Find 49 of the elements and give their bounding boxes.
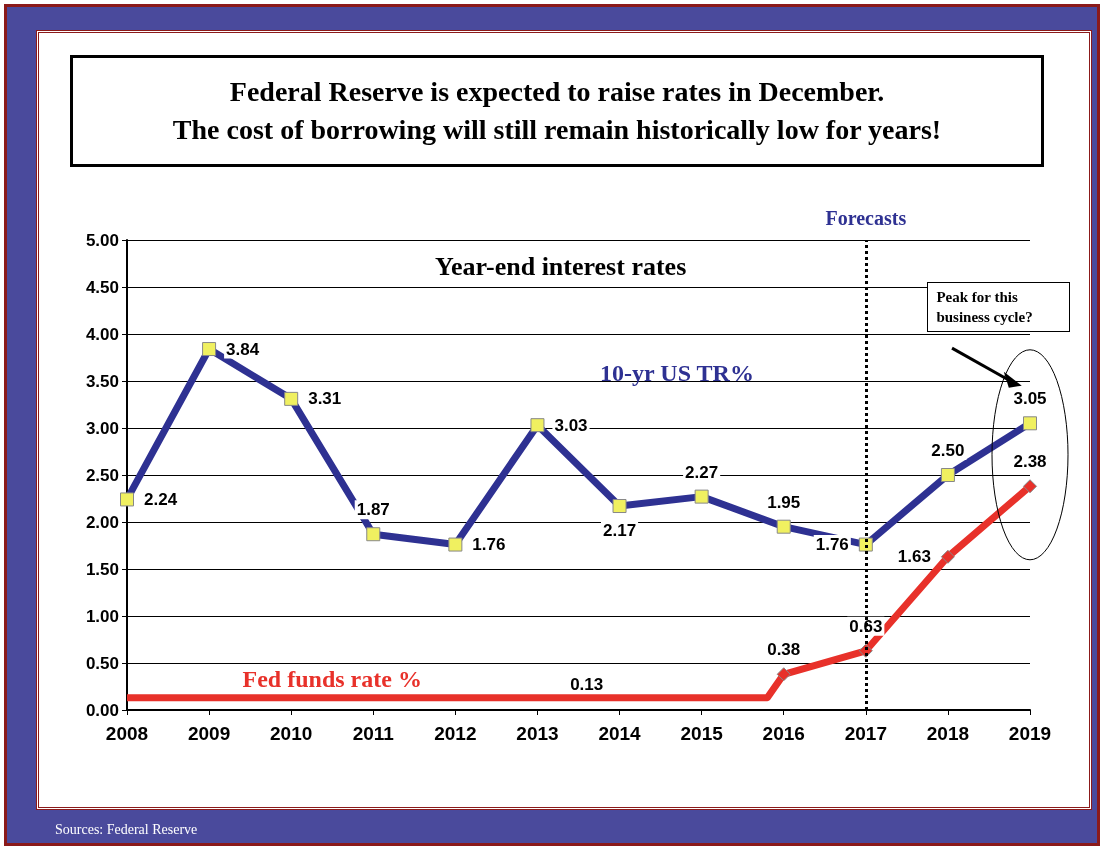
text: 10-yr US TR% bbox=[600, 360, 754, 386]
x-tick-label: 2012 bbox=[434, 723, 477, 744]
x-tick-label: 2017 bbox=[844, 723, 887, 744]
data-label: 2.27 bbox=[685, 462, 719, 482]
data-label: 1.63 bbox=[897, 547, 931, 567]
data-label: 0.38 bbox=[767, 640, 801, 660]
y-tick-label: 4.00 bbox=[85, 324, 119, 344]
x-tick-label: 2019 bbox=[1008, 723, 1052, 744]
annotation: Peak for this business cycle? bbox=[927, 282, 1071, 333]
y-tick-label: 0.00 bbox=[85, 700, 119, 720]
annotation: 0.13 bbox=[570, 674, 604, 694]
point bbox=[1023, 479, 1037, 494]
x-tick-label: 2010 bbox=[270, 723, 313, 744]
x-tick-label: 2016 bbox=[762, 723, 805, 744]
y-tick-label: 2.00 bbox=[85, 512, 119, 532]
y-tick-label: 4.50 bbox=[85, 277, 119, 297]
data-label: 2.38 bbox=[1013, 452, 1047, 472]
chart-title: Federal Reserve is expected to raise rates in December. The cost of borrowing will still remain historically low for years! bbox=[70, 55, 1044, 167]
chart-subtitle: Year-end interest rates bbox=[435, 251, 687, 281]
x-tick-label: 2011 bbox=[352, 723, 395, 744]
x-tick-label: 2014 bbox=[598, 723, 642, 744]
data-label: 1.76 bbox=[472, 535, 506, 555]
y-tick-label: 2.50 bbox=[85, 465, 119, 485]
data-label: 1.87 bbox=[356, 500, 390, 520]
y-tick-label: 3.00 bbox=[85, 418, 119, 438]
x-tick-label: 2009 bbox=[187, 723, 231, 744]
y-tick-label: 1.00 bbox=[85, 606, 119, 626]
data-label: 2.17 bbox=[603, 521, 637, 541]
data-label: 2.24 bbox=[144, 489, 178, 509]
point bbox=[776, 667, 791, 682]
x-tick-label: 2013 bbox=[516, 723, 559, 744]
x-tick-label: 2018 bbox=[926, 723, 970, 744]
point bbox=[940, 549, 955, 564]
data-label: 1.76 bbox=[815, 535, 849, 555]
data-label: 3.31 bbox=[308, 389, 342, 409]
y-tick-label: 5.00 bbox=[85, 230, 119, 250]
source-note: Sources: Federal Reserve bbox=[55, 822, 198, 838]
y-tick-label: 3.50 bbox=[85, 371, 119, 391]
data-label: 1.95 bbox=[767, 492, 801, 512]
y-tick-label: 0.50 bbox=[85, 653, 119, 673]
series-label: Fed funds rate % bbox=[242, 665, 422, 692]
y-tick-label: 1.50 bbox=[85, 559, 119, 579]
ref-line-label: Forecasts bbox=[825, 207, 907, 229]
x-tick-label: 2015 bbox=[680, 723, 724, 744]
data-label: 2.50 bbox=[931, 441, 965, 460]
data-label: 3.05 bbox=[1013, 389, 1047, 409]
x-tick-label: 2008 bbox=[105, 723, 149, 744]
data-label: 3.84 bbox=[226, 339, 260, 359]
data-label: 3.03 bbox=[554, 415, 588, 435]
